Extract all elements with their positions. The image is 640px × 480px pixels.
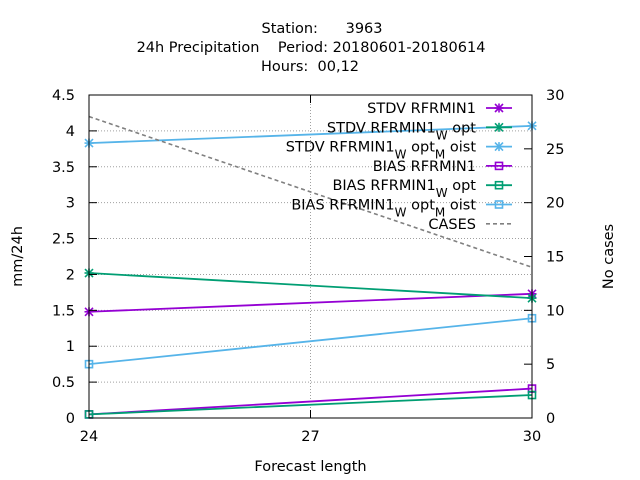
series-line — [88, 387, 533, 416]
data-point — [494, 122, 504, 132]
y2-tick-label: 5 — [546, 357, 555, 373]
y-tick-label: 3 — [66, 196, 75, 212]
legend-item: BIAS RFRMIN1 — [373, 159, 512, 175]
y2-tick-label: 10 — [546, 303, 564, 319]
y-tick-label: 0.5 — [52, 375, 75, 391]
y-tick-label: 4.5 — [52, 88, 75, 104]
y-tick-label: 2 — [66, 267, 75, 283]
data-point — [494, 142, 504, 152]
chart-title-line: Hours: 00,12 — [261, 59, 359, 75]
series-line — [88, 124, 533, 144]
series-line — [88, 292, 533, 313]
data-point — [494, 103, 504, 113]
plot-area — [84, 115, 537, 419]
data-point — [494, 161, 504, 171]
series-cases — [88, 115, 533, 269]
series-stdv-rfrmin1-w-opt — [84, 268, 537, 303]
chart-title-line: 24h Precipitation Period: 20180601-20180… — [137, 40, 486, 56]
y2-tick-label: 30 — [546, 88, 564, 104]
data-point — [494, 180, 504, 190]
y2-tick-label: 0 — [546, 411, 555, 427]
legend-item: BIAS RFRMIN1W optM oist — [291, 198, 512, 220]
y-tick-label: 0 — [66, 411, 75, 427]
y2-tick-label: 20 — [546, 196, 564, 212]
x-axis-label: Forecast length — [254, 459, 366, 475]
y2-axis-label: No cases — [601, 224, 617, 289]
x-tick-label: 30 — [523, 429, 541, 445]
legend-label: STDV RFRMIN1 — [367, 101, 476, 117]
series-line — [88, 115, 533, 269]
series-line — [88, 272, 533, 300]
axes: 0 0.5 1 1.5 2 2.5 3 3.5 4 4.5 0 5 10 15 20 25 30 24 27 30 — [52, 88, 565, 445]
y2-tick-label: 25 — [546, 142, 564, 158]
y-tick-label: 1.5 — [52, 303, 75, 319]
y-tick-label: 4 — [66, 124, 75, 140]
x-tick-label: 24 — [80, 429, 98, 445]
legend-label: BIAS RFRMIN1 — [373, 159, 476, 175]
chart-title-line: Station: 3963 — [262, 21, 383, 37]
legend-label: CASES — [428, 217, 476, 233]
series-line — [88, 394, 533, 416]
legend-item: CASES — [428, 217, 512, 233]
x-tick-label: 27 — [301, 429, 319, 445]
y2-tick-label: 15 — [546, 250, 564, 266]
y-axis-label: mm/24h — [10, 226, 26, 287]
y-tick-label: 3.5 — [52, 160, 75, 176]
grid — [89, 95, 532, 418]
y-tick-label: 1 — [66, 339, 75, 355]
y-tick-label: 2.5 — [52, 232, 75, 248]
chart-title: Station: 3963 24h Precipitation Period: 2… — [137, 21, 486, 75]
series-line — [88, 317, 533, 366]
data-point — [494, 200, 504, 209]
legend-item: STDV RFRMIN1 — [367, 101, 512, 117]
